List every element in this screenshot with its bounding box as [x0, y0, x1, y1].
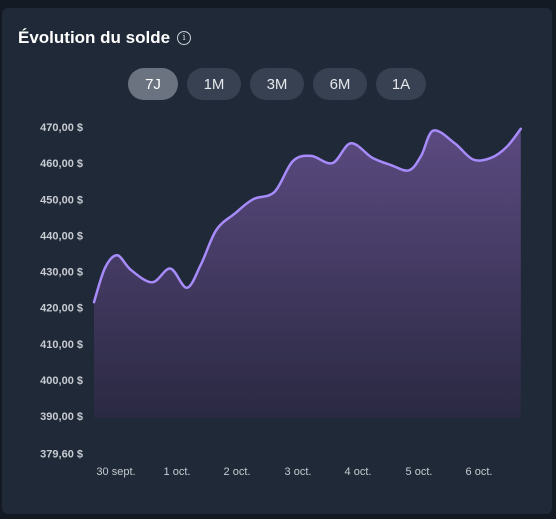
y-tick-label: 420,00 $: [40, 303, 83, 315]
data-point: [472, 159, 474, 161]
balance-line: [92, 127, 523, 304]
tab-3m[interactable]: 3M: [250, 68, 304, 100]
data-point: [371, 157, 373, 159]
x-axis: 30 sept. 1 oct. 2 oct. 3 oct. 4 oct. 5 oct. 6 …: [96, 466, 492, 478]
data-point: [390, 164, 392, 166]
card-title-text: Évolution du solde: [18, 28, 171, 47]
data-point: [186, 287, 188, 289]
data-point: [432, 130, 434, 132]
y-tick-label: 470,00 $: [40, 122, 83, 134]
data-point: [234, 213, 236, 215]
info-icon[interactable]: i: [177, 31, 192, 45]
tab-7j[interactable]: 7J: [128, 68, 178, 100]
tab-1a[interactable]: 1A: [376, 68, 426, 100]
data-point: [520, 128, 522, 130]
data-point: [490, 157, 492, 159]
data-point: [215, 229, 217, 231]
data-point: [169, 268, 171, 270]
x-tick-label: 30 sept.: [96, 466, 135, 478]
y-tick-label: 440,00 $: [40, 230, 83, 242]
data-point: [273, 191, 275, 193]
x-tick-label: 4 oct.: [345, 466, 372, 478]
x-tick-label: 1 oct.: [164, 466, 191, 478]
x-tick-label: 6 oct.: [466, 466, 493, 478]
data-point: [104, 267, 106, 269]
tab-1m[interactable]: 1M: [187, 68, 241, 100]
x-tick-label: 3 oct.: [285, 466, 312, 478]
data-point: [506, 146, 508, 148]
data-point: [252, 198, 254, 200]
y-tick-label: 379,60 $: [40, 449, 83, 461]
data-point: [116, 254, 118, 256]
data-point: [454, 142, 456, 144]
data-point: [408, 169, 410, 171]
range-tabs: 7J 1M 3M 6M 1A: [128, 68, 426, 100]
tab-6m[interactable]: 6M: [313, 68, 367, 100]
y-tick-label: 460,00 $: [40, 158, 83, 170]
data-point: [310, 155, 312, 157]
y-tick-label: 450,00 $: [40, 194, 83, 206]
balance-area: [94, 128, 521, 419]
x-tick-label: 2 oct.: [224, 466, 251, 478]
data-point: [292, 160, 294, 162]
data-point: [420, 155, 422, 157]
data-point: [332, 162, 334, 164]
data-point: [151, 281, 153, 283]
data-point: [350, 142, 352, 144]
y-tick-label: 400,00 $: [40, 375, 83, 387]
data-point: [200, 263, 202, 265]
x-tick-label: 5 oct.: [406, 466, 433, 478]
y-axis: 470,00 $ 460,00 $ 450,00 $ 440,00 $ 430,00 $…: [40, 122, 83, 461]
y-tick-label: 410,00 $: [40, 339, 83, 351]
data-point: [130, 269, 132, 271]
data-point: [93, 301, 95, 303]
y-tick-label: 390,00 $: [40, 411, 83, 423]
y-tick-label: 430,00 $: [40, 267, 83, 279]
card-title: Évolution du solde i: [18, 28, 192, 48]
